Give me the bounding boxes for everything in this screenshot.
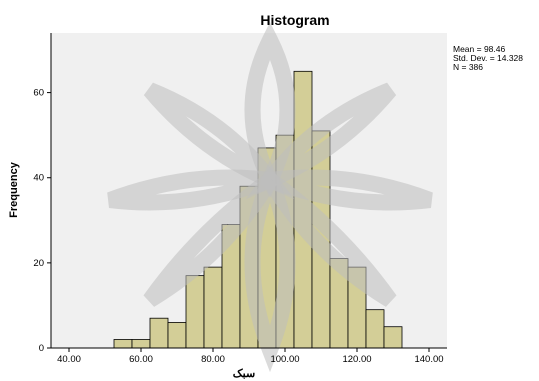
- histogram-bar: [113, 339, 133, 349]
- y-tick-label: 0: [39, 343, 44, 354]
- histogram-bar: [167, 322, 187, 349]
- y-tick-label: 60: [33, 88, 44, 99]
- stat-std-dev: Std. Dev. = 14.328: [453, 53, 523, 63]
- histogram-bar: [131, 339, 151, 349]
- histogram-bar: [185, 275, 205, 349]
- x-tick-label: 80.00: [201, 354, 225, 365]
- y-axis-label: Frequency: [8, 161, 20, 218]
- x-tick-label: 60.00: [129, 354, 153, 365]
- chart-title: Histogram: [260, 12, 329, 28]
- watermark-ornament-icon: [107, 22, 433, 373]
- x-tick-label: 100.00: [270, 354, 299, 365]
- stat-mean: Mean = 98.46: [453, 44, 505, 54]
- x-tick-label: 120.00: [342, 354, 371, 365]
- histogram-bar: [149, 317, 169, 349]
- x-axis-label: سبک: [233, 368, 255, 380]
- histogram-bar: [383, 326, 403, 349]
- histogram-bar: [203, 266, 223, 349]
- histogram-bar: [365, 309, 385, 349]
- ticks-group: 40.00 60.00 80.00 100.00 120.00 140.00 0 20 40 60: [33, 88, 443, 365]
- stat-n: N = 386: [453, 62, 483, 72]
- y-tick-label: 40: [33, 173, 44, 184]
- axes-group: [50, 33, 447, 349]
- x-tick-label: 140.00: [414, 354, 443, 365]
- y-tick-label: 20: [33, 258, 44, 269]
- x-tick-label: 40.00: [57, 354, 81, 365]
